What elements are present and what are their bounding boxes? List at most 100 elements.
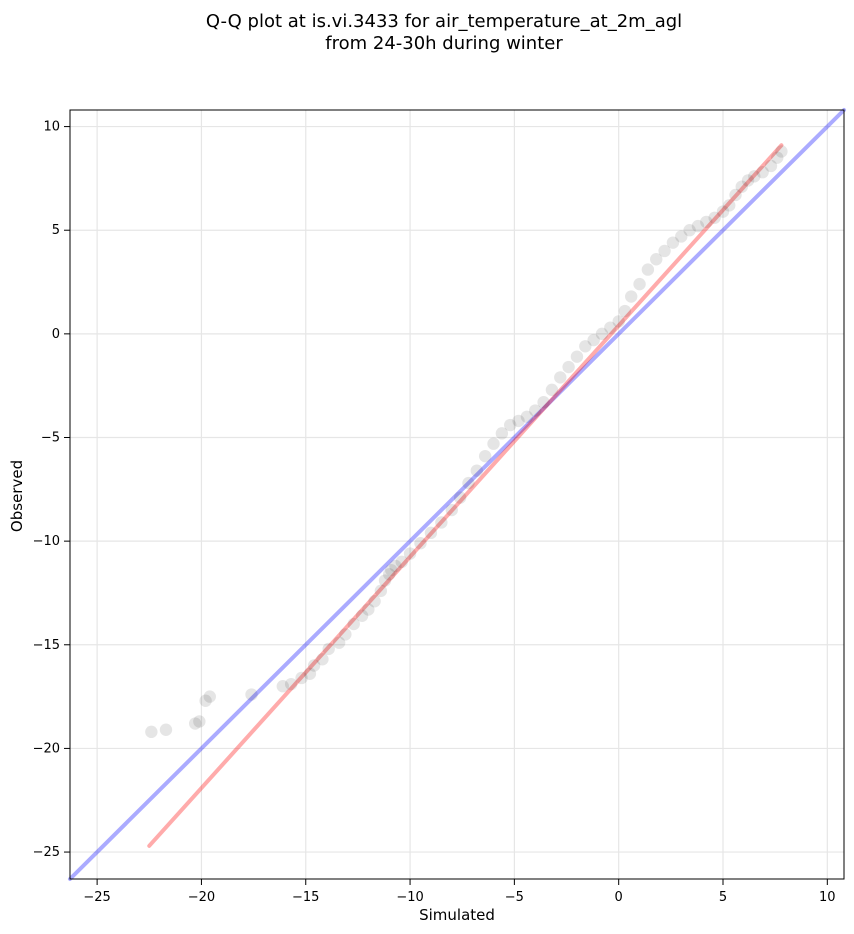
chart-title-line-2: from 24-30h during winter	[325, 33, 563, 54]
quantile-point-32	[462, 476, 475, 490]
quantile-point-64	[723, 199, 736, 212]
quantile-point-19	[368, 595, 381, 608]
x-tick-label-1: −20	[188, 890, 215, 905]
quantile-point-15	[339, 628, 352, 641]
x-tick-label-3: −10	[396, 890, 423, 905]
x-tick-label-6: 5	[719, 890, 727, 905]
grid-lines	[70, 110, 844, 879]
quantile-point-45	[570, 350, 584, 363]
quantile-point-36	[495, 427, 509, 440]
quantile-point-66	[735, 180, 748, 193]
quantile-point-40	[529, 404, 542, 417]
quantile-point-5	[203, 690, 216, 703]
y-tick-label-1: −20	[33, 741, 60, 756]
quantile-point-0	[145, 725, 158, 739]
quantile-point-4	[199, 694, 212, 707]
y-tick-label-7: 10	[43, 120, 60, 135]
quantile-point-62	[708, 211, 721, 224]
y-tick-label-5: 0	[52, 327, 60, 342]
y-tick-label-6: 5	[52, 223, 60, 238]
x-tick-label-2: −15	[292, 890, 319, 905]
quantile-point-52	[625, 290, 638, 303]
x-axis-label: Simulated	[419, 906, 495, 924]
quantile-point-25	[395, 555, 408, 569]
quantile-point-29	[435, 516, 448, 529]
quantile-point-71	[771, 151, 784, 164]
quantile-point-63	[716, 205, 730, 218]
quantile-point-6	[245, 688, 258, 701]
fit-line	[147, 143, 784, 848]
quantile-point-61	[700, 215, 713, 229]
plot-axes	[69, 109, 845, 880]
quantile-point-60	[691, 219, 705, 233]
quantile-point-42	[545, 383, 559, 397]
quantile-point-12	[316, 653, 329, 666]
quantile-point-34	[478, 449, 492, 463]
quantile-point-58	[675, 230, 688, 243]
quantile-point-49	[604, 321, 617, 334]
quantile-point-2	[188, 717, 202, 730]
y-axis-label: Observed	[8, 460, 26, 532]
quantile-point-53	[633, 277, 646, 291]
quantile-point-54	[641, 263, 655, 276]
quantile-point-31	[453, 491, 467, 504]
quantile-point-16	[347, 617, 360, 631]
x-tick-label-7: 10	[819, 890, 836, 905]
quantile-point-27	[414, 537, 427, 550]
quantile-point-13	[322, 642, 335, 656]
quantile-point-44	[562, 360, 575, 374]
y-tick-label-0: −25	[33, 845, 60, 860]
quantile-point-38	[512, 414, 525, 428]
x-tick-label-0: −25	[83, 890, 110, 905]
plot-frame	[69, 109, 845, 880]
quantile-point-21	[378, 574, 392, 587]
quantile-point-46	[579, 340, 592, 353]
quantile-point-65	[729, 188, 742, 202]
quantile-point-22	[382, 568, 396, 581]
chart-title: Q-Q plot at is.vi.3433 for air_temperatu…	[206, 11, 682, 54]
quantile-point-8	[284, 677, 298, 691]
quantile-point-23	[385, 563, 398, 577]
quantile-point-1	[159, 723, 173, 736]
quantile-point-28	[424, 526, 438, 540]
quantile-point-72	[775, 145, 788, 158]
quantile-point-14	[332, 636, 346, 649]
quantile-point-24	[389, 559, 402, 573]
quantile-point-69	[756, 165, 769, 179]
quantile-point-3	[193, 715, 206, 728]
quantile-point-9	[295, 671, 308, 685]
quantile-point-70	[764, 159, 778, 173]
y-tick-label-2: −15	[33, 638, 60, 653]
quantile-point-41	[537, 396, 550, 409]
y-tick-label-4: −5	[41, 430, 60, 445]
chart-title-line-1: Q-Q plot at is.vi.3433 for air_temperatu…	[206, 11, 682, 32]
axis-ticks: −25 −20 −15 −10 −5 0 5 10 −25 −20 −15 −10 −5 0 5 10	[33, 120, 836, 905]
quantile-point-48	[595, 327, 609, 341]
quantile-point-55	[650, 253, 663, 266]
quantile-point-26	[403, 547, 417, 560]
quantile-point-20	[374, 584, 388, 598]
identity-line	[68, 108, 846, 881]
quantile-point-30	[445, 503, 458, 517]
quantile-point-43	[554, 371, 567, 384]
quantile-point-59	[683, 224, 696, 237]
quantile-point-7	[276, 680, 289, 693]
x-tick-label-4: −5	[505, 890, 524, 905]
y-tick-label-3: −10	[33, 534, 60, 549]
quantile-point-67	[741, 174, 755, 187]
quantile-point-68	[748, 170, 761, 183]
quantile-point-10	[303, 667, 317, 680]
quantile-points	[145, 145, 788, 739]
quantile-point-35	[487, 437, 500, 450]
quantile-point-51	[618, 304, 632, 318]
quantile-point-17	[355, 609, 369, 622]
quantile-point-18	[362, 603, 375, 616]
reference-lines	[68, 108, 846, 881]
quantile-point-33	[470, 464, 484, 477]
quantile-point-57	[666, 236, 680, 249]
quantile-point-50	[612, 315, 625, 328]
quantile-point-56	[658, 244, 671, 258]
quantile-point-39	[520, 410, 534, 423]
